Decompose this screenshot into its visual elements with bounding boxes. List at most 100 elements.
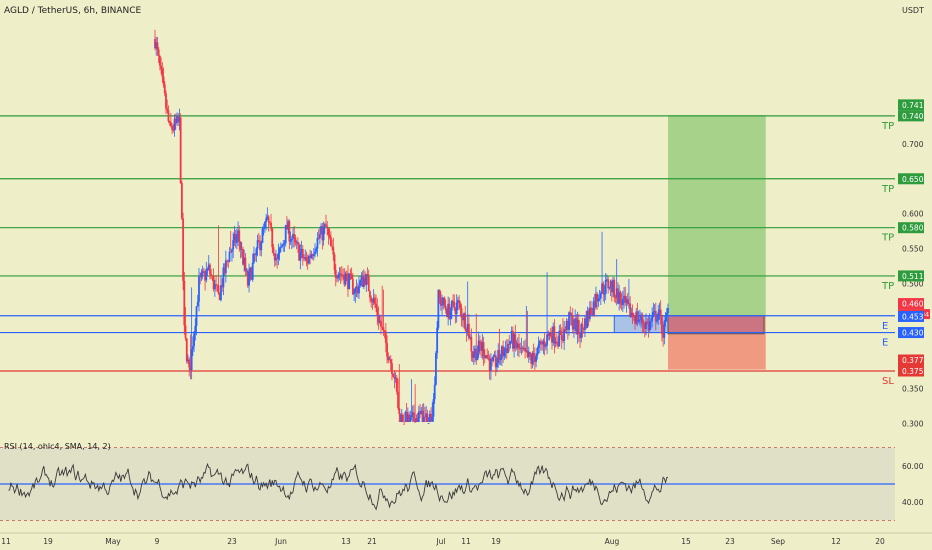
- candle-body: [204, 272, 206, 281]
- candle: [217, 225, 220, 295]
- candle: [287, 219, 290, 234]
- time-tick-label: 19: [43, 537, 53, 546]
- candle-body: [389, 359, 392, 364]
- candle-body: [282, 243, 285, 246]
- candle-body: [535, 355, 537, 362]
- candle-body: [659, 309, 662, 316]
- candle: [248, 263, 250, 293]
- candle: [525, 305, 528, 353]
- candle-body: [516, 343, 519, 349]
- candle: [209, 262, 211, 280]
- candle-body: [491, 358, 494, 361]
- candle-body: [200, 273, 203, 277]
- candle-body: [207, 264, 210, 269]
- candle-body: [665, 312, 668, 316]
- candle: [286, 216, 288, 230]
- candle-body: [529, 351, 531, 358]
- candle-body: [492, 356, 495, 361]
- candle: [432, 393, 435, 423]
- candle-body: [382, 327, 385, 331]
- candle-body: [410, 415, 413, 418]
- candle-body: [235, 236, 238, 243]
- candle-body: [551, 336, 553, 343]
- candle: [246, 268, 249, 288]
- candle: [463, 312, 465, 329]
- candle-body: [202, 271, 205, 273]
- candle: [373, 293, 376, 308]
- price-badge-tp1: 0.580: [902, 224, 924, 233]
- candle-body: [553, 326, 556, 344]
- candle-body: [654, 310, 657, 322]
- price-tick-label: 0.600: [902, 210, 924, 219]
- candle-body: [532, 352, 535, 358]
- time-tick-label: 9: [155, 537, 160, 546]
- candle-body: [480, 346, 483, 351]
- candle: [516, 337, 519, 356]
- candle-body: [581, 324, 584, 328]
- candle-body: [592, 301, 595, 315]
- candle: [366, 267, 369, 285]
- candle-body: [259, 241, 261, 251]
- candle-body: [397, 391, 399, 408]
- candle: [646, 318, 649, 325]
- candle: [659, 300, 662, 325]
- candle: [537, 336, 540, 354]
- candle-body: [244, 257, 247, 271]
- candle: [620, 293, 623, 311]
- candle-body: [179, 117, 182, 184]
- candle-body: [325, 224, 327, 227]
- candle-body: [520, 347, 523, 349]
- candle-body: [424, 416, 426, 418]
- candle: [444, 299, 447, 314]
- candle-body: [218, 293, 221, 301]
- candle-body: [182, 218, 184, 281]
- candle-body: [515, 342, 518, 349]
- candle: [453, 294, 456, 311]
- candle-body: [361, 275, 364, 287]
- candle-body: [521, 347, 524, 349]
- candle: [459, 301, 462, 316]
- candle: [510, 326, 513, 344]
- candle: [364, 271, 366, 286]
- candle: [254, 253, 257, 262]
- candle: [579, 332, 581, 348]
- candle: [636, 302, 639, 327]
- candle-body: [580, 324, 583, 339]
- candle-body: [602, 283, 605, 294]
- candle-body: [162, 76, 165, 85]
- candle: [395, 375, 398, 395]
- candle: [312, 248, 315, 261]
- price-badge-tp3-bg: [898, 110, 924, 122]
- candle-body: [180, 183, 183, 219]
- candle: [279, 242, 282, 253]
- candle: [532, 343, 535, 366]
- chart-title: AGLD / TetherUS, 6h, BINANCE: [4, 6, 142, 16]
- candle: [660, 314, 663, 342]
- candle-body: [474, 348, 476, 356]
- candle-body: [447, 303, 450, 317]
- candle-body: [640, 314, 643, 320]
- candle-body: [338, 273, 341, 275]
- candle-body: [383, 330, 386, 332]
- candle-body: [603, 293, 606, 295]
- candle-body: [350, 274, 353, 280]
- candle: [409, 410, 412, 423]
- price-badge-tp2: 0.650: [902, 175, 924, 184]
- candle-body: [209, 264, 211, 275]
- candle-body: [160, 65, 163, 70]
- candle-body: [318, 234, 321, 239]
- candle: [650, 317, 652, 330]
- candle: [637, 310, 640, 324]
- candle-body: [165, 93, 167, 109]
- candle: [369, 290, 371, 303]
- candle: [639, 309, 641, 326]
- candle: [222, 263, 225, 296]
- candle-body: [436, 327, 439, 353]
- candle-body: [384, 331, 387, 344]
- candle: [618, 284, 621, 311]
- candle: [552, 322, 555, 347]
- profit-zone: [668, 115, 766, 316]
- candle: [533, 347, 536, 370]
